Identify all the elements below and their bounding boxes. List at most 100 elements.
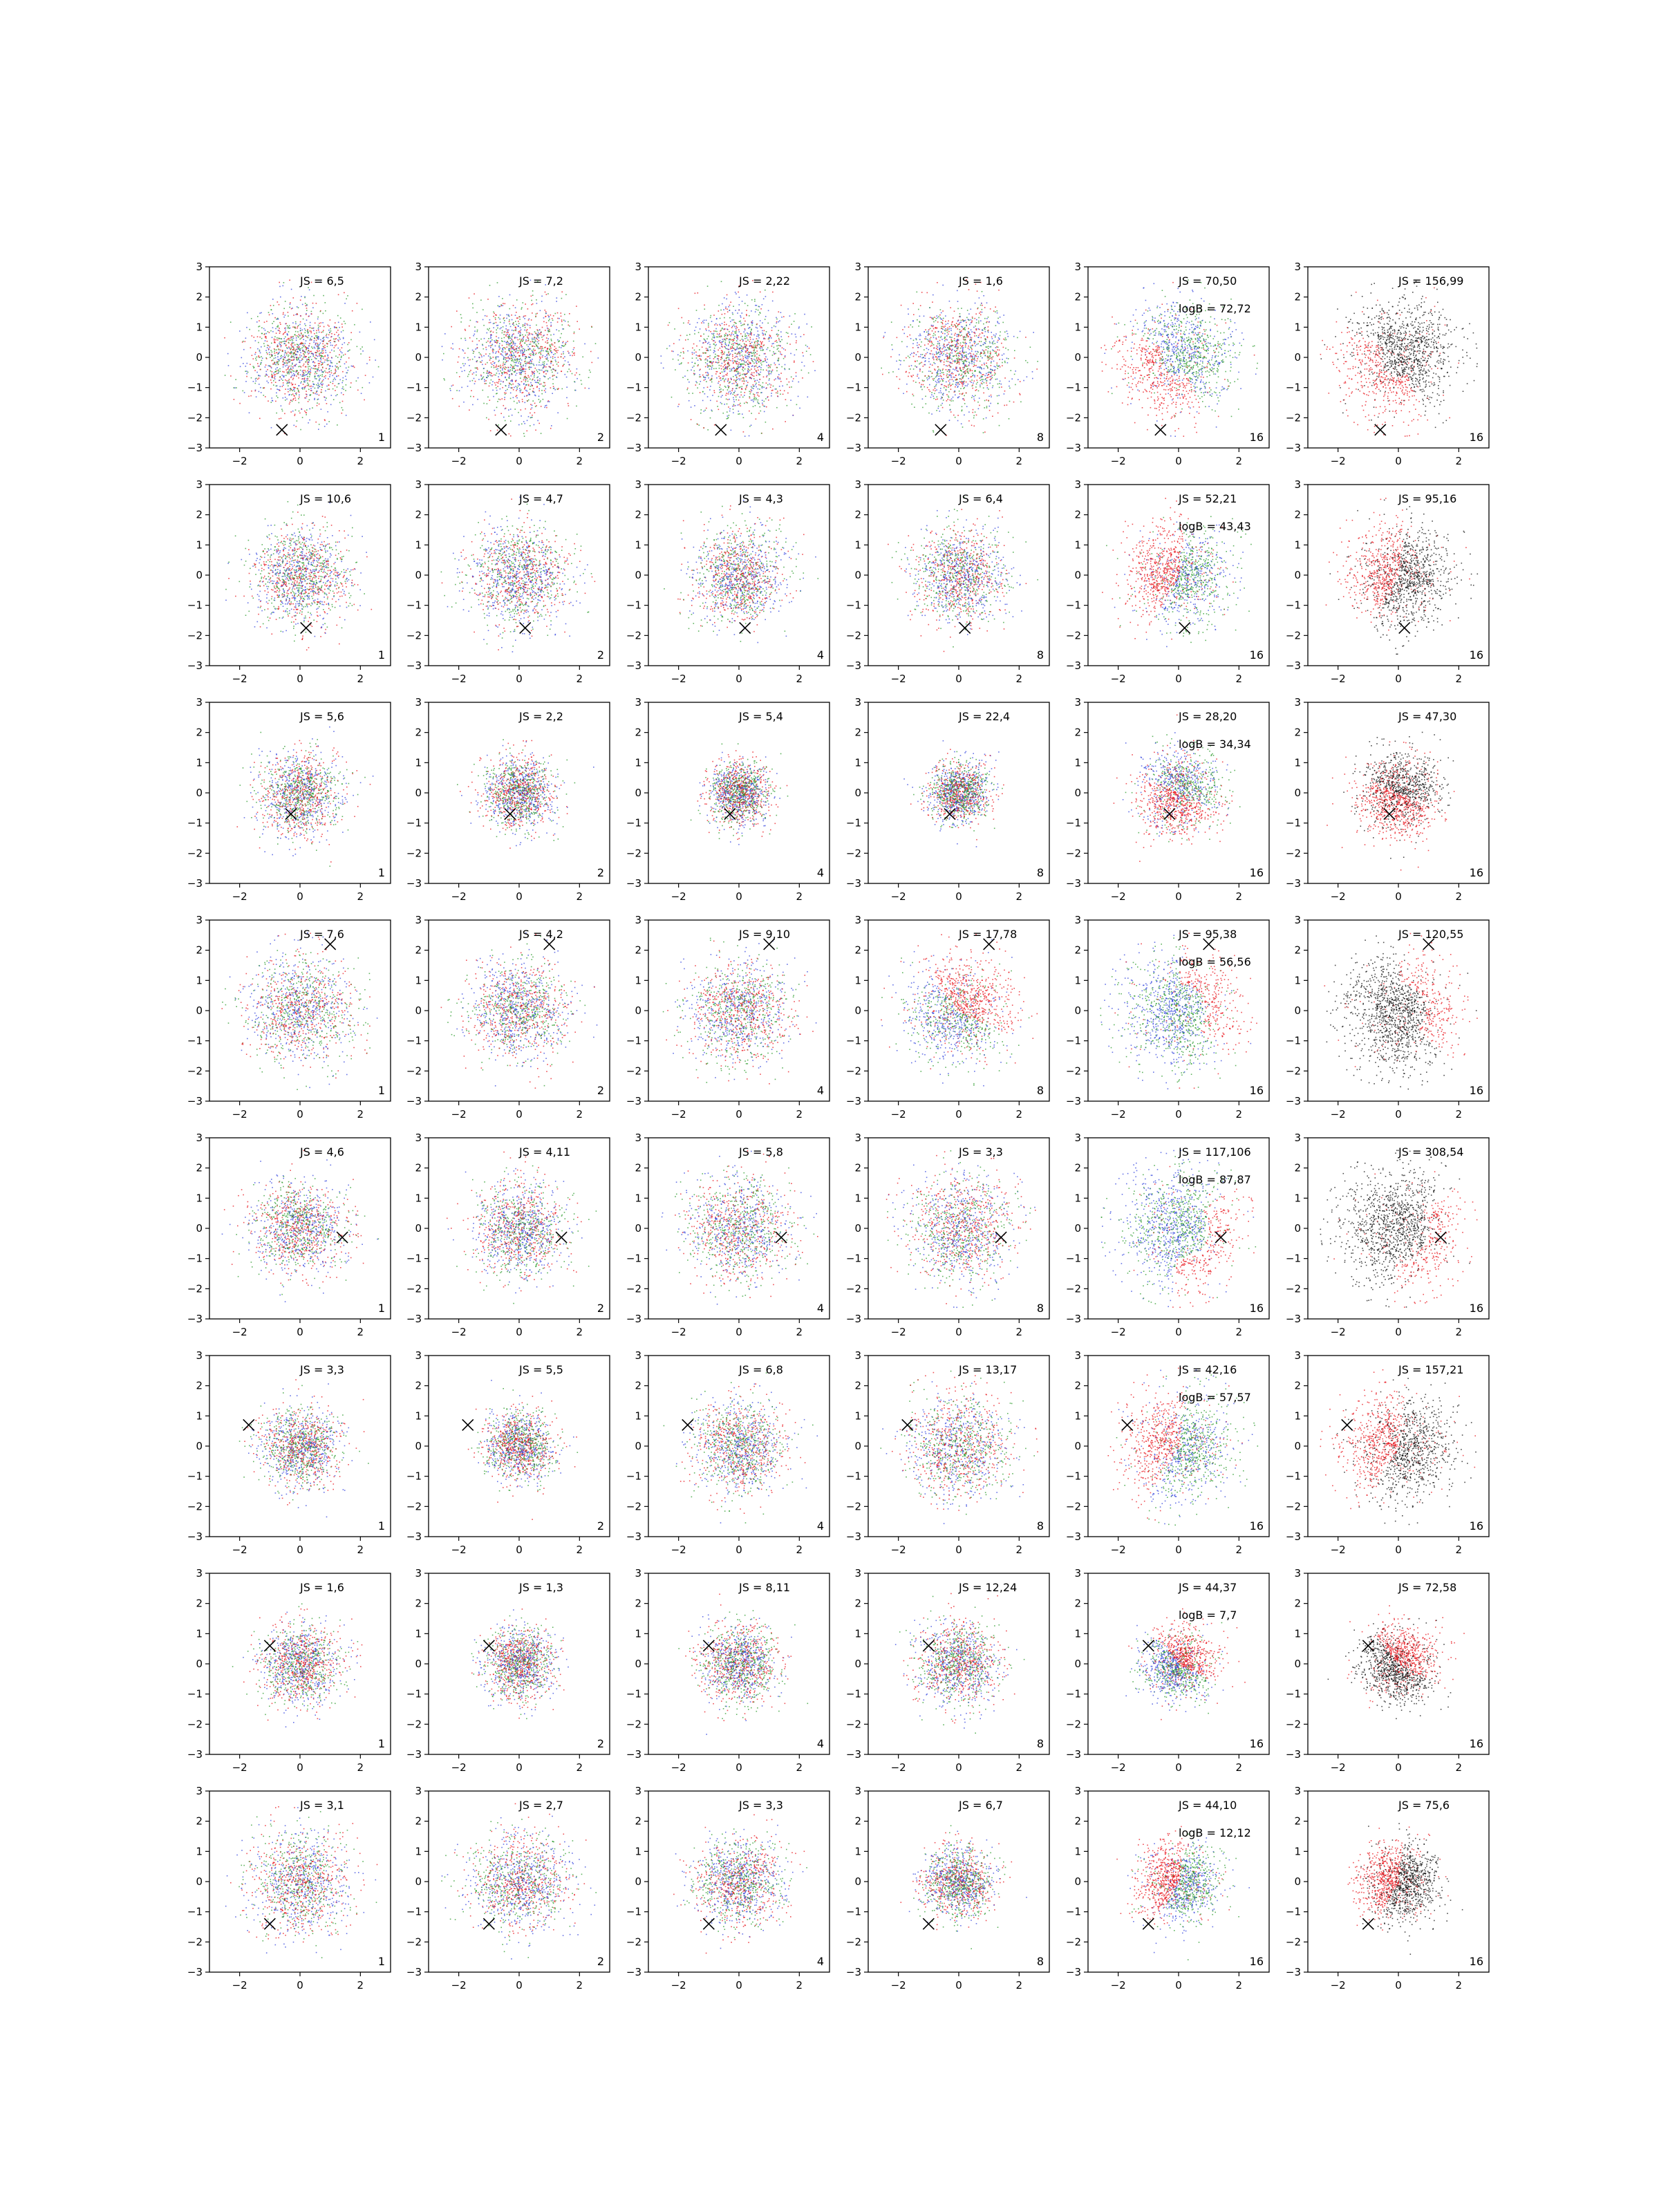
scatter-point: [957, 347, 959, 348]
scatter-point: [518, 326, 519, 327]
scatter-point: [746, 373, 747, 375]
scatter-point: [727, 366, 729, 368]
scatter-point: [761, 392, 762, 393]
scatter-point: [966, 357, 968, 359]
scatter-point: [547, 334, 548, 335]
scatter-point: [702, 342, 704, 344]
scatter-point: [272, 299, 274, 300]
scatter-point: [990, 308, 991, 310]
scatter-point: [508, 315, 509, 317]
scatter-point: [510, 343, 512, 344]
scatter-point: [496, 359, 497, 360]
scatter-point: [362, 309, 363, 310]
scatter-point: [749, 356, 750, 357]
scatter-point: [276, 393, 277, 394]
scatter-point: [529, 319, 530, 320]
scatter-point: [713, 330, 715, 332]
scatter-point: [680, 352, 682, 353]
scatter-point: [961, 320, 962, 321]
scatter-point: [285, 331, 286, 332]
scatter-point: [534, 365, 535, 366]
scatter-point: [535, 341, 536, 342]
scatter-point: [975, 360, 976, 362]
scatter-point: [340, 359, 341, 360]
scatter-point: [507, 371, 509, 372]
scatter-point: [971, 309, 972, 310]
scatter-point: [735, 353, 736, 355]
scatter-point: [354, 367, 355, 368]
scatter-point: [315, 357, 316, 359]
scatter-point: [760, 308, 762, 310]
scatter-point: [730, 346, 731, 348]
scatter-point: [288, 373, 290, 375]
scatter-point: [906, 384, 908, 385]
scatter-point: [892, 349, 893, 350]
scatter-point: [291, 308, 292, 310]
scatter-point: [982, 374, 983, 375]
scatter-point: [947, 328, 948, 329]
scatter-point: [707, 356, 709, 357]
scatter-point: [306, 391, 307, 392]
scatter-point: [294, 375, 295, 377]
scatter-point: [736, 349, 738, 350]
scatter-point: [738, 344, 740, 346]
scatter-point: [682, 377, 684, 378]
scatter-point: [339, 402, 341, 404]
scatter-point: [504, 320, 505, 321]
scatter-point: [965, 341, 966, 343]
scatter-point: [526, 384, 527, 386]
scatter-point: [543, 317, 545, 319]
scatter-point: [810, 354, 812, 355]
scatter-point: [510, 340, 512, 341]
scatter-point: [512, 341, 514, 342]
scatter-point: [722, 395, 723, 396]
scatter-point: [489, 386, 490, 387]
scatter-point: [751, 390, 753, 391]
scatter-point: [731, 371, 733, 372]
scatter-point: [292, 346, 294, 347]
scatter-point: [303, 373, 305, 375]
scatter-point: [720, 366, 722, 367]
scatter-point: [316, 384, 317, 386]
scatter-point: [316, 330, 317, 332]
scatter-point: [522, 341, 523, 342]
scatter-point: [289, 382, 290, 384]
scatter-point: [259, 337, 261, 338]
scatter-point: [536, 353, 537, 354]
scatter-point: [550, 315, 552, 316]
scatter-point: [494, 340, 495, 341]
scatter-point: [1006, 358, 1008, 359]
scatter-point: [535, 429, 536, 431]
scatter-point: [974, 364, 975, 365]
scatter-point: [301, 382, 302, 383]
scatter-point: [490, 322, 491, 324]
scatter-point: [290, 377, 292, 378]
scatter-point: [941, 384, 943, 386]
scatter-point: [733, 392, 735, 393]
scatter-point: [908, 308, 909, 310]
scatter-point: [971, 379, 973, 381]
scatter-point: [731, 350, 733, 352]
scatter-point: [302, 330, 303, 331]
scatter-point: [738, 404, 739, 406]
scatter-point: [505, 394, 506, 395]
scatter-point: [310, 388, 312, 389]
scatter-point: [325, 355, 326, 357]
scatter-point: [946, 335, 948, 337]
scatter-point: [332, 366, 333, 367]
scatter-point: [469, 371, 471, 373]
scatter-point: [524, 354, 525, 355]
scatter-point: [756, 347, 757, 348]
scatter-point: [290, 371, 292, 373]
scatter-point: [515, 321, 516, 322]
scatter-point: [248, 396, 250, 397]
scatter-point: [280, 297, 281, 298]
scatter-point: [279, 328, 280, 329]
scatter-point: [545, 370, 547, 371]
scatter-point: [510, 435, 512, 437]
scatter-point: [304, 355, 306, 357]
scatter-point: [521, 424, 523, 425]
scatter-point: [718, 409, 720, 411]
scatter-point: [688, 382, 690, 383]
